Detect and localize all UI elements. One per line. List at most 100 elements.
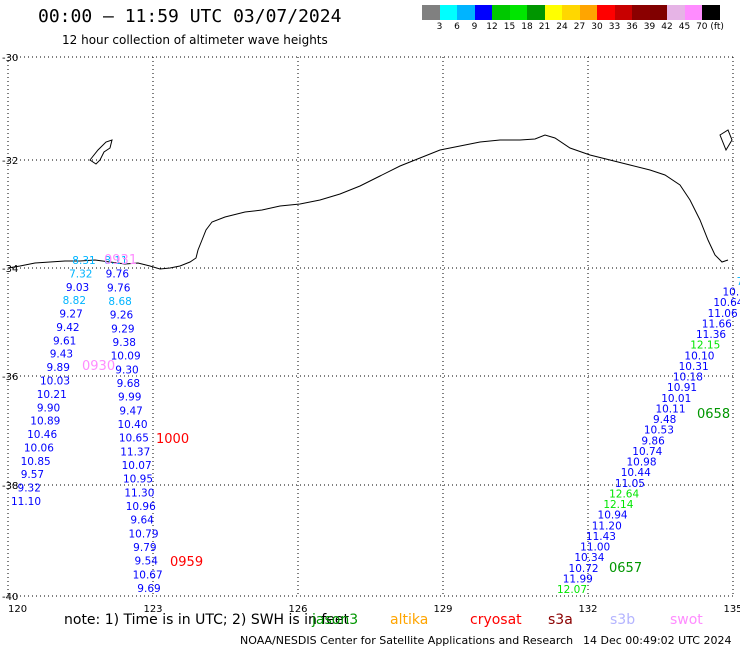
track-east-value: 12.14 bbox=[603, 499, 633, 511]
colorbar-label: 36 bbox=[626, 22, 638, 32]
track-east-value: 10.91 bbox=[667, 382, 697, 394]
colorbar-label: 30 bbox=[591, 22, 603, 32]
map-title: 00:00 – 11:59 UTC 03/07/2024 bbox=[38, 6, 342, 27]
pass-time-label: 0931 bbox=[104, 253, 137, 268]
track-east-value: 12.64 bbox=[609, 488, 639, 500]
track-east-value: 10.98 bbox=[626, 457, 656, 469]
track-west-value: 9.32 bbox=[18, 483, 41, 495]
pass-time-label: 1000 bbox=[156, 432, 189, 447]
colorbar-swatch bbox=[667, 5, 685, 20]
legend-item-jason3: jason3 bbox=[312, 612, 359, 628]
track-central-value: 10.07 bbox=[122, 460, 152, 472]
track-east-value: 10.64 bbox=[713, 297, 740, 309]
track-east-value: 12.07 bbox=[557, 584, 587, 596]
track-central-value: 10.95 bbox=[123, 474, 153, 486]
track-central-value: 8.11 bbox=[104, 255, 127, 267]
legend-item-s3b: s3b bbox=[610, 612, 636, 628]
lat-tick-label: -40 bbox=[2, 592, 18, 603]
track-central-value: 10.65 bbox=[119, 433, 149, 445]
colorbar-swatch bbox=[422, 5, 440, 20]
lon-tick-label: 129 bbox=[433, 604, 452, 615]
colorbar-label: 39 bbox=[643, 22, 656, 32]
colorbar-swatch bbox=[597, 5, 615, 20]
colorbar-label: 42 bbox=[661, 22, 673, 32]
track-central-value: 10.79 bbox=[128, 528, 158, 540]
lat-tick-label: -34 bbox=[2, 264, 18, 275]
lat-tick-label: -32 bbox=[2, 156, 18, 167]
track-west-value: 9.43 bbox=[50, 349, 73, 361]
track-central-value: 9.79 bbox=[133, 542, 156, 554]
track-west-value: 11.10 bbox=[11, 496, 41, 508]
track-central-value: 9.29 bbox=[111, 323, 134, 335]
colorbar-swatch bbox=[614, 5, 632, 20]
colorbar-label: 15 bbox=[503, 22, 516, 32]
legend-item-swot: swot bbox=[670, 612, 703, 628]
graticule bbox=[7, 56, 734, 597]
track-central-value: 9.99 bbox=[118, 392, 141, 404]
colorbar-label: 18 bbox=[521, 22, 533, 32]
colorbar-swatch bbox=[649, 5, 667, 20]
colorbar-swatch bbox=[544, 5, 562, 20]
pass-time-label: 0930 bbox=[82, 359, 115, 374]
track-central-value: 9.26 bbox=[110, 310, 134, 322]
colorbar-swatch bbox=[527, 5, 545, 20]
colorbar-label: 45 bbox=[678, 22, 691, 32]
track-central-value: 9.69 bbox=[137, 583, 160, 595]
colorbar-label: 33 bbox=[608, 22, 621, 32]
colorbar-labels: 3 6 9 12 15 18 21 24 27 30 33 36 39 42 45 70 (ft) bbox=[422, 22, 740, 34]
track-west-value: 7.32 bbox=[69, 268, 92, 280]
track-central-value: 10.67 bbox=[133, 569, 163, 581]
track-central-value: 9.76 bbox=[107, 282, 131, 294]
colorbar-label: 3 bbox=[436, 22, 443, 32]
track-central-value: 11.30 bbox=[124, 487, 154, 499]
track-west-value: 9.90 bbox=[37, 402, 60, 414]
colorbar-label: 12 bbox=[486, 22, 498, 32]
track-east-value: 10.5 bbox=[723, 287, 740, 299]
track-east-value: 11.43 bbox=[586, 531, 616, 543]
track-east-value: 10.34 bbox=[574, 552, 604, 564]
track-east-value: 10.94 bbox=[598, 510, 628, 522]
track-east-value: 11.36 bbox=[696, 329, 726, 341]
legend-item-cryosat: cryosat bbox=[470, 612, 522, 628]
track-east-value: 10.53 bbox=[644, 425, 674, 437]
lat-tick-label: -38 bbox=[2, 481, 18, 492]
track-west-value: 9.57 bbox=[21, 469, 44, 481]
track-west-value: 9.03 bbox=[66, 282, 89, 294]
pass-time-label: 0657 bbox=[609, 561, 642, 576]
track-west-value: 10.89 bbox=[30, 416, 60, 428]
satellite-tracks: 8.317.32 9.038.82 9.279.429.61 9.439.89 10.0… bbox=[11, 255, 740, 596]
colorbar-label: 21 bbox=[538, 22, 551, 32]
colorbar-label: 27 bbox=[573, 22, 586, 32]
track-east-value: 11.00 bbox=[580, 542, 610, 554]
track-east-value: 11.06 bbox=[708, 308, 738, 320]
track-east-value: 10.74 bbox=[632, 446, 662, 458]
lon-tick-label: 135 bbox=[723, 604, 740, 615]
track-east-value: 10.10 bbox=[684, 350, 714, 362]
colorbar-label: 24 bbox=[556, 22, 568, 32]
lon-tick-label: 126 bbox=[288, 604, 307, 615]
colorbar-swatch bbox=[474, 5, 492, 20]
track-west-value: 10.06 bbox=[24, 442, 54, 454]
track-central-value: 9.38 bbox=[113, 337, 136, 349]
track-east-value: 11.99 bbox=[563, 573, 593, 585]
credit-text: NOAA/NESDIS Center for Satellite Applica… bbox=[240, 634, 574, 647]
legend-item-s3a: s3a bbox=[548, 612, 573, 628]
colorbar-swatch bbox=[439, 5, 457, 20]
track-central-value: 11.37 bbox=[120, 446, 150, 458]
lon-tick-label: 123 bbox=[143, 604, 162, 615]
axis-labels: 120 123 126 129 132 135 -30 -32 -34 -36 -38 -40 bbox=[2, 53, 740, 615]
colorbar-label: 6 bbox=[454, 22, 460, 32]
colorbar-swatch bbox=[562, 5, 580, 20]
colorbar-swatch bbox=[492, 5, 510, 20]
track-east-value: 9.48 bbox=[653, 414, 676, 426]
lat-tick-label: -36 bbox=[2, 372, 18, 383]
track-west-value: 8.31 bbox=[72, 255, 95, 267]
track-east-value: 11.20 bbox=[592, 520, 622, 532]
track-central-value: 9.30 bbox=[115, 364, 138, 376]
track-east-value: 10.01 bbox=[661, 393, 691, 405]
track-east-value: 10.44 bbox=[621, 467, 651, 479]
track-west-value: 10.85 bbox=[21, 456, 51, 468]
colorbar-swatch bbox=[702, 5, 720, 20]
track-central-value: 10.96 bbox=[126, 501, 156, 513]
